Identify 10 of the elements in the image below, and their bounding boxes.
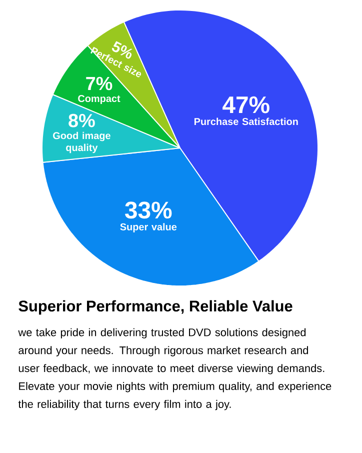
text: we take pride in delivering trusted DVD solutions designed around your needs. Through rigorous market research and user feedback, we innovate to meet diverse viewing demands. Elevate your movie nights with premium quality, and experience the reliability that turns every film into a joy. [18, 328, 332, 410]
text: Superior Performance, Reliable Value [18, 300, 292, 315]
slice-label: Compact [78, 95, 120, 104]
slice-label: Good image quality [53, 132, 110, 154]
data-label: 8% [68, 114, 95, 128]
slice-label: Super value [120, 223, 177, 232]
data-label: 47% [222, 96, 270, 114]
slice-label: Purchase Satisfaction [194, 118, 298, 126]
data-label: 7% [86, 76, 112, 90]
data-label: 33% [125, 202, 172, 219]
